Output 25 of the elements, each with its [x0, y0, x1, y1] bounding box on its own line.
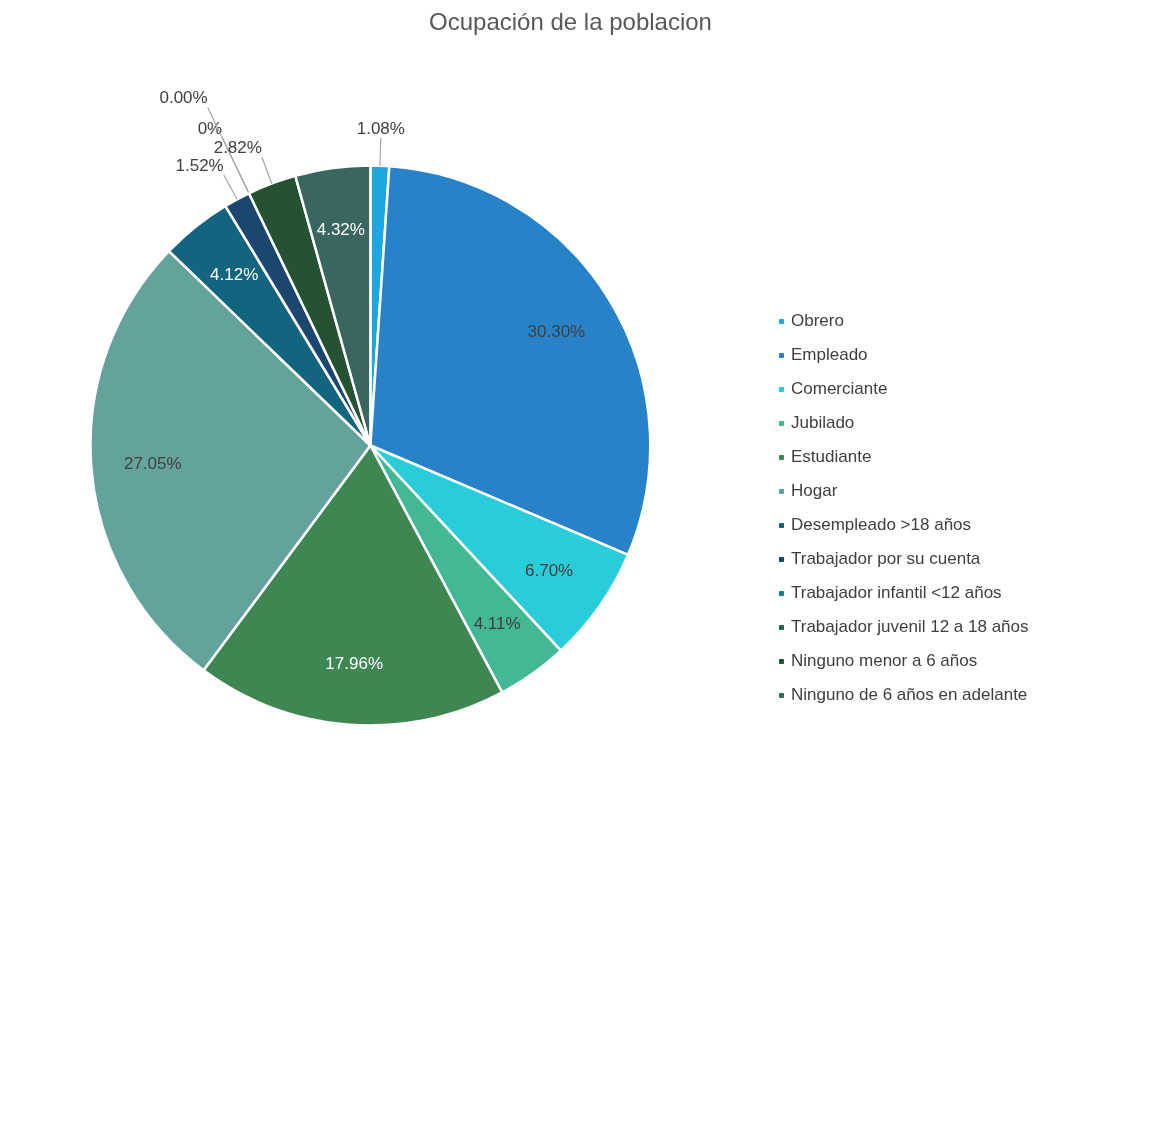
data-label: 17.96% [325, 653, 384, 673]
data-label: 1.08% [356, 118, 405, 138]
data-label: 30.30% [527, 321, 586, 341]
legend-label: Jubilado [791, 413, 855, 433]
data-label: 4.32% [316, 219, 365, 239]
legend-label: Hogar [791, 481, 838, 501]
legend-label: Trabajador infantil <12 años [791, 583, 1002, 603]
data-label: 27.05% [123, 453, 182, 473]
data-label: 6.70% [524, 561, 574, 581]
legend-label: Estudiante [791, 447, 872, 467]
legend-label: Trabajador por su cuenta [791, 549, 981, 569]
legend-label: Obrero [791, 311, 844, 331]
text: 0.00% [159, 88, 208, 108]
legend-label: Trabajador juvenil 12 a 18 años [791, 617, 1029, 637]
legend-label: Ninguno de 6 años en adelante [791, 685, 1028, 705]
legend-label: Desempleado >18 años [791, 515, 972, 535]
data-label: 2.82% [213, 138, 262, 158]
legend-label: Empleado [791, 345, 868, 365]
data-label: 4.12% [210, 265, 259, 285]
text: 0% [197, 118, 223, 138]
data-label: 4.11% [473, 613, 521, 633]
data-label: 1.52% [175, 155, 224, 175]
legend-label: Comerciante [791, 379, 888, 399]
legend-label: Ninguno menor a 6 años [791, 651, 978, 671]
chart-title: Ocupación de la poblacion [429, 7, 712, 35]
